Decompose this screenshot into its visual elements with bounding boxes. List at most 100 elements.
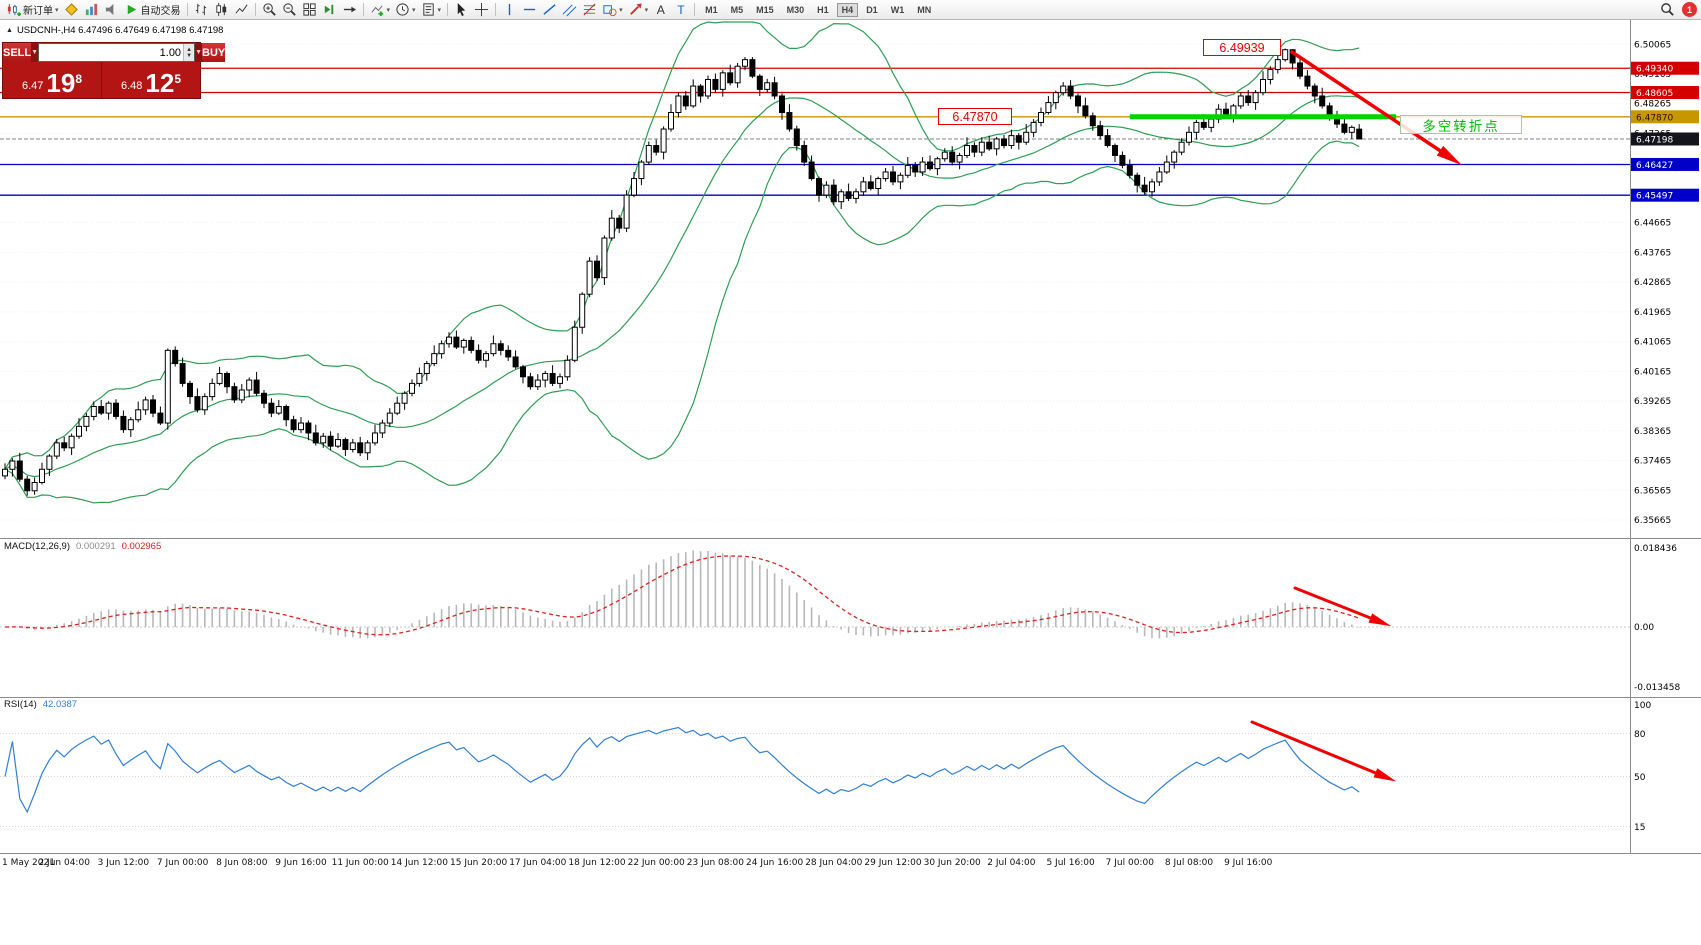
price-badge: [1631, 86, 1699, 100]
volume-input[interactable]: [39, 44, 184, 61]
rsi-scale-label: 80: [1634, 730, 1646, 740]
one-click-trading-toggle-icon[interactable]: ▲: [6, 27, 13, 34]
rsi-downtrend-arrow[interactable]: [1250, 720, 1385, 778]
market-watch-button[interactable]: [82, 1, 101, 19]
fibonacci-button[interactable]: [580, 1, 599, 19]
toolbar-separator: [495, 3, 497, 16]
trendline-button[interactable]: [540, 1, 559, 19]
search-icon[interactable]: [1658, 1, 1677, 19]
time-axis-label: 2 Jul 04:00: [987, 858, 1036, 868]
tile-windows-button[interactable]: [300, 1, 319, 19]
bollinger-lower-line: [4, 140, 1360, 504]
time-axis-label: 5 Jul 16:00: [1046, 858, 1095, 868]
crosshair-button[interactable]: [472, 1, 491, 19]
price-badge-label: 6.48605: [1636, 89, 1673, 99]
one-click-trading-panel: SELL ▼ ▲▼ ▼ BUY 6.47 19 8 6.48 12 5: [2, 42, 226, 99]
macd-scale-zero: 0.00: [1634, 623, 1654, 633]
new-order-button[interactable]: 新订单 ▾: [4, 1, 61, 19]
volume-stepper[interactable]: ▲ ▼: [183, 44, 195, 61]
price-badge: [1631, 132, 1699, 146]
cursor-icon: [457, 2, 466, 17]
time-axis-label: 17 Jun 04:00: [509, 858, 566, 868]
play-icon: [127, 4, 136, 15]
price-axis-label: 6.43765: [1634, 248, 1671, 258]
time-axis-label: 8 Jul 08:00: [1165, 858, 1214, 868]
notification-badge[interactable]: 1: [1682, 2, 1697, 17]
sell-price-sup: 8: [75, 72, 83, 86]
macd-downtrend-arrow[interactable]: [1293, 586, 1380, 623]
zoom-out-icon: [282, 3, 296, 16]
timeframe-M15[interactable]: M15: [756, 4, 774, 15]
toolbar-items: 新订单 ▾ 自动交易 ▾ ▾ ▾ ▾ ▾ A T M1 M5 M15 M30 H1 H4 D1 W1 MN: [4, 1, 937, 19]
sell-dropdown-icon[interactable]: ▼: [31, 43, 39, 62]
arrows-button[interactable]: ▾: [626, 1, 651, 19]
channel-icon: [562, 4, 577, 17]
timeframe-H4[interactable]: H4: [836, 2, 859, 17]
text-button[interactable]: A: [651, 1, 670, 19]
volume-up-icon[interactable]: ▲: [186, 46, 193, 53]
high-price-annotation[interactable]: 6.49939: [1203, 39, 1281, 56]
price-axis-label: 6.36565: [1634, 486, 1671, 496]
shapes-button[interactable]: ▾: [600, 1, 625, 19]
main-downtrend-arrow[interactable]: [1290, 50, 1450, 158]
horizontal-line-button[interactable]: [520, 1, 539, 19]
candlestick-chart-button[interactable]: [212, 1, 231, 19]
macd-histogram: [11, 550, 1360, 639]
autotrading-button[interactable]: 自动交易: [122, 1, 183, 19]
textT-icon: T: [677, 3, 685, 17]
zoom-out-button[interactable]: [280, 1, 299, 19]
timeframe-W1[interactable]: W1: [890, 4, 905, 15]
hline-icon: [523, 8, 536, 11]
buy-dropdown-icon[interactable]: ▼: [195, 43, 202, 62]
svg-text:T: T: [677, 3, 685, 17]
periods-button[interactable]: ▾: [393, 1, 418, 19]
timeframe-MN[interactable]: MN: [917, 4, 932, 15]
toolbar: 新订单 ▾ 自动交易 ▾ ▾ ▾ ▾ ▾ A T M1 M5 M15 M30 H1 H4 D1 W1 MN 1: [0, 0, 1701, 20]
alerts-button[interactable]: [102, 1, 121, 19]
chart-shift-button[interactable]: [340, 1, 359, 19]
main-downtrend-arrow-head: [1436, 145, 1462, 166]
turning-point-annotation[interactable]: 多空转折点: [1400, 115, 1522, 134]
bollinger-middle-line: [4, 95, 1360, 478]
text-label-button[interactable]: T: [671, 1, 690, 19]
bar-chart-button[interactable]: [192, 1, 211, 19]
rsi-value: 42.0387: [42, 699, 78, 710]
timeframe-M1[interactable]: M1: [705, 4, 718, 15]
time-axis-label: 8 Jun 08:00: [216, 858, 268, 868]
symbol-ohlc-text: USDCNH-,H4 6.47496 6.47649 6.47198 6.471…: [16, 25, 224, 36]
volume-down-icon[interactable]: ▼: [186, 52, 193, 59]
bars3-icon: [85, 3, 97, 16]
sell-price-big: 19: [46, 68, 76, 98]
timeframe-D1[interactable]: D1: [866, 4, 878, 15]
candle-icon: [215, 2, 226, 17]
sell-button[interactable]: SELL: [3, 43, 32, 62]
svg-text:A: A: [657, 3, 666, 17]
indicators-button[interactable]: ▾: [368, 1, 393, 19]
price-badge: [1631, 110, 1699, 124]
tline-icon: [543, 4, 556, 15]
zoom-in-button[interactable]: [260, 1, 279, 19]
support-price-annotation[interactable]: 6.47870: [938, 108, 1012, 125]
sell-price[interactable]: 6.47 19 8: [3, 62, 102, 98]
vertical-line-button[interactable]: [500, 1, 519, 19]
price-axis-label: 6.48265: [1634, 100, 1671, 110]
time-axis-label: 22 Jun 00:00: [628, 858, 685, 868]
price-axis-label: 6.50065: [1634, 40, 1671, 50]
new-order-icon: [7, 3, 21, 17]
timeframe-M30[interactable]: M30: [786, 4, 805, 15]
buy-price[interactable]: 6.48 12 5: [102, 62, 200, 98]
buy-button[interactable]: BUY: [202, 43, 226, 62]
volume-box: ▲▼: [38, 43, 196, 62]
price-axis-label: 6.42865: [1634, 278, 1671, 288]
price-axis-label: 6.41965: [1634, 308, 1671, 318]
line-chart-button[interactable]: [232, 1, 251, 19]
timeframe-H1[interactable]: H1: [817, 4, 829, 15]
timeframe-M5[interactable]: M5: [730, 4, 744, 15]
metaeditor-button[interactable]: [62, 1, 81, 19]
auto-scroll-button[interactable]: [320, 1, 339, 19]
equidistant-channel-button[interactable]: [560, 1, 579, 19]
cursor-button[interactable]: [452, 1, 471, 19]
price-badge: [1631, 188, 1699, 202]
templates-button[interactable]: ▾: [419, 1, 444, 19]
